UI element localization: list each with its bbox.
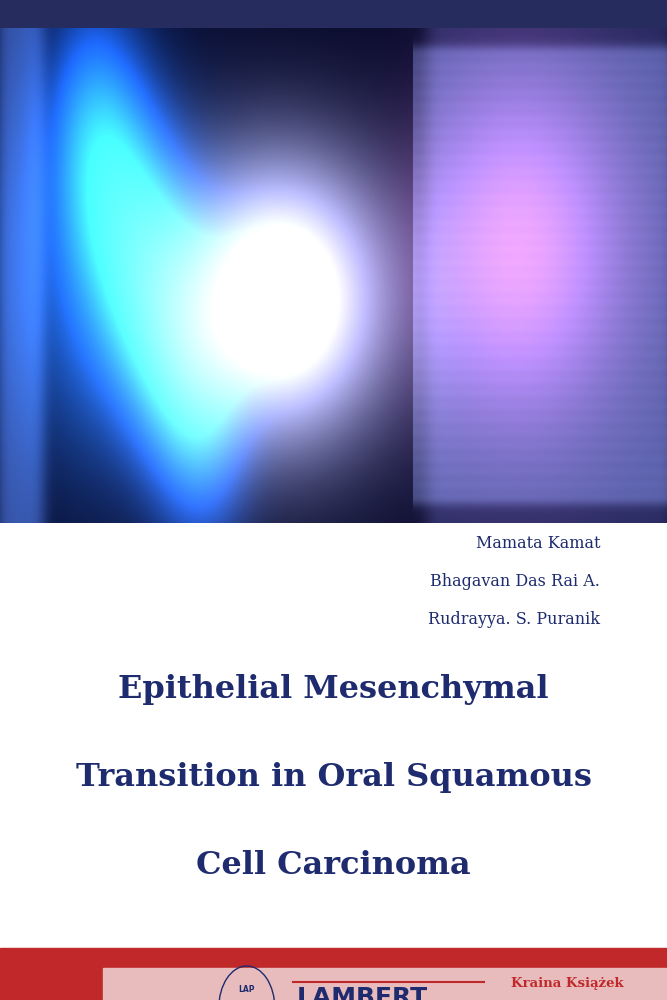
Text: Kraina Książek: Kraina Książek: [511, 977, 624, 990]
Bar: [103, 968, 667, 1000]
Text: Rudrayya. S. Puranik: Rudrayya. S. Puranik: [428, 611, 600, 628]
Text: LAMBERT: LAMBERT: [297, 986, 428, 1000]
Bar: [0, 0, 667, 28]
Text: Epithelial Mesenchymal: Epithelial Mesenchymal: [118, 674, 549, 705]
Text: LAP: LAP: [239, 985, 255, 994]
Text: Bhagavan Das Rai A.: Bhagavan Das Rai A.: [430, 573, 600, 590]
Text: Cell Carcinoma: Cell Carcinoma: [196, 850, 471, 881]
Bar: [0, 523, 667, 1000]
Text: Mamata Kamat: Mamata Kamat: [476, 535, 600, 552]
Bar: [0, 948, 667, 1000]
Text: Transition in Oral Squamous: Transition in Oral Squamous: [75, 762, 592, 793]
